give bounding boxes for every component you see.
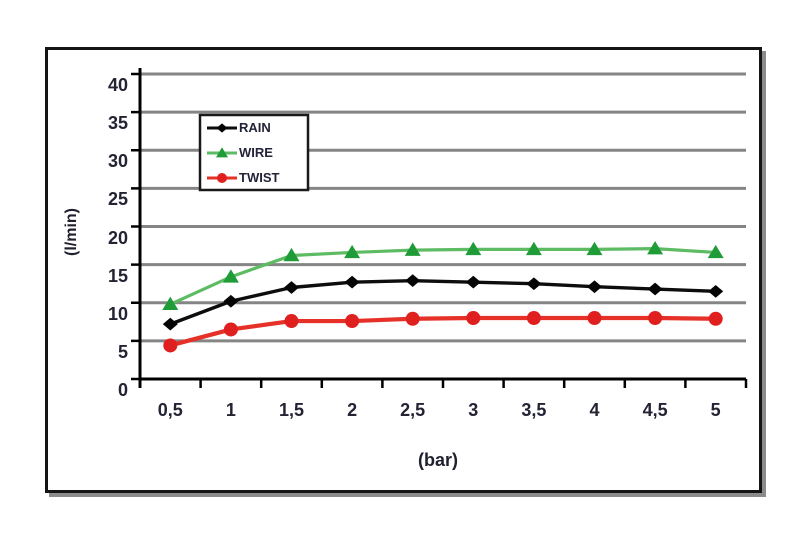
data-point-rain bbox=[284, 281, 299, 294]
x-tick-label-2.5: 2,5 bbox=[400, 400, 426, 420]
y-tick-label-25: 25 bbox=[107, 189, 128, 210]
x-tick-label-3: 3 bbox=[468, 400, 479, 420]
data-point-twist bbox=[466, 311, 481, 325]
legend-label-wire: WIRE bbox=[239, 145, 273, 160]
data-point-rain bbox=[647, 282, 663, 296]
series-line-wire bbox=[169, 247, 716, 306]
data-point-rain bbox=[405, 274, 421, 288]
series-line-twist bbox=[169, 315, 716, 348]
x-tick-label-1.5: 1,5 bbox=[278, 400, 305, 420]
y-tick-label-15: 15 bbox=[107, 265, 128, 286]
legend-label-twist: TWIST bbox=[239, 170, 280, 185]
legend-marker-rain bbox=[216, 123, 228, 133]
y-tick-label-40: 40 bbox=[107, 75, 128, 95]
data-point-wire bbox=[404, 242, 421, 256]
y-tick-label-0: 0 bbox=[117, 380, 128, 400]
data-point-wire bbox=[586, 241, 603, 256]
x-tick-label-4: 4 bbox=[589, 400, 600, 420]
y-tick-label-20: 20 bbox=[107, 227, 128, 248]
data-point-rain bbox=[344, 275, 360, 289]
data-point-twist bbox=[708, 311, 723, 326]
data-point-rain bbox=[162, 317, 178, 331]
data-point-twist bbox=[587, 311, 602, 325]
data-point-wire bbox=[647, 241, 664, 255]
series-line-rain bbox=[169, 278, 716, 326]
x-tick-label-0.5: 0,5 bbox=[157, 400, 183, 420]
data-point-twist bbox=[223, 322, 238, 337]
data-point-twist bbox=[526, 311, 541, 325]
legend-label-rain: RAIN bbox=[239, 120, 271, 135]
chart-frame bbox=[45, 47, 762, 493]
data-point-rain bbox=[223, 294, 239, 308]
data-point-twist bbox=[405, 311, 420, 326]
data-point-twist bbox=[163, 338, 178, 353]
data-point-wire bbox=[283, 247, 300, 262]
data-point-wire bbox=[222, 269, 239, 283]
legend-marker-twist bbox=[217, 173, 227, 183]
y-tick-label-30: 30 bbox=[107, 151, 128, 172]
y-axis-title: (l/min) bbox=[63, 208, 80, 256]
x-axis-title: (bar) bbox=[418, 450, 458, 470]
y-tick-label-35: 35 bbox=[107, 113, 128, 134]
data-point-twist bbox=[345, 314, 360, 329]
data-point-rain bbox=[587, 280, 602, 294]
x-tick-label-5: 5 bbox=[710, 400, 721, 420]
y-tick-label-5: 5 bbox=[117, 341, 128, 362]
data-point-rain bbox=[526, 277, 542, 291]
data-point-wire bbox=[525, 241, 542, 256]
data-point-rain bbox=[465, 275, 481, 289]
data-point-wire bbox=[707, 244, 724, 259]
data-point-twist bbox=[284, 314, 299, 329]
x-tick-label-2: 2 bbox=[347, 400, 358, 420]
data-point-twist bbox=[648, 311, 663, 325]
data-point-wire bbox=[465, 241, 482, 256]
data-point-rain bbox=[708, 284, 724, 298]
x-tick-label-3.5: 3,5 bbox=[521, 400, 547, 420]
y-tick-label-10: 10 bbox=[107, 303, 128, 324]
x-tick-label-1: 1 bbox=[225, 400, 236, 420]
x-tick-label-4.5: 4,5 bbox=[642, 400, 668, 420]
data-point-wire bbox=[344, 244, 361, 259]
data-point-wire bbox=[162, 296, 179, 311]
legend-marker-wire bbox=[216, 147, 228, 158]
